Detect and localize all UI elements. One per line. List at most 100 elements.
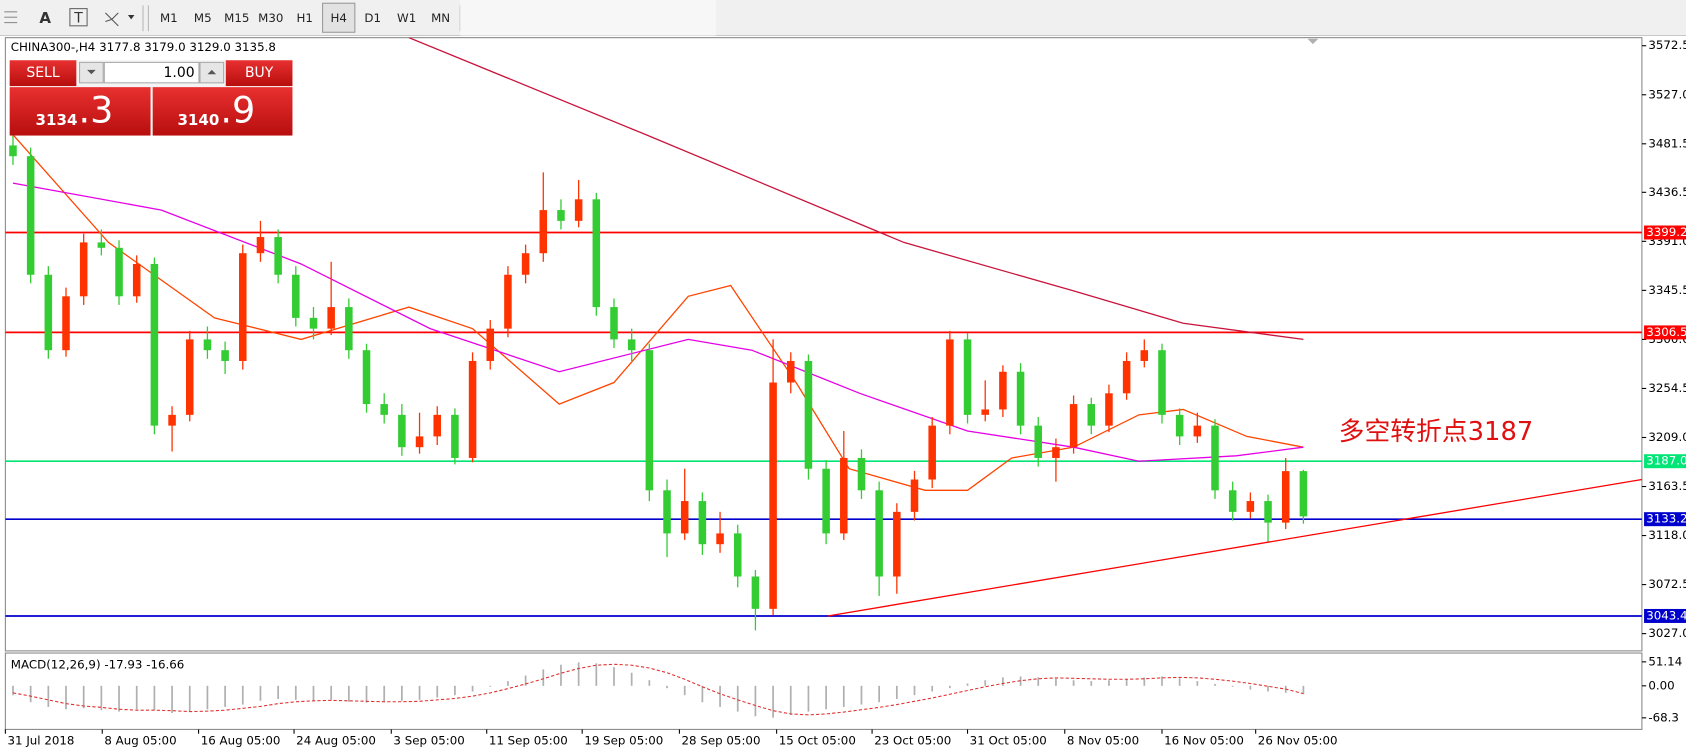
chart-area	[4, 37, 1643, 652]
timeframe-button[interactable]: W1	[397, 11, 416, 25]
candle-body	[981, 409, 989, 415]
trendline	[827, 478, 1642, 617]
candle-body	[203, 339, 212, 351]
macd-bar	[47, 685, 50, 707]
macd-bar	[524, 675, 527, 686]
macd-bar	[1072, 680, 1075, 686]
timeframe-button[interactable]: MN	[431, 11, 450, 25]
macd-bar	[224, 685, 226, 707]
y-tick-label: 3572.5	[1648, 38, 1686, 52]
macd-tick-label: 51.14	[1648, 654, 1682, 668]
ask-box[interactable]	[152, 87, 293, 136]
candle-body	[504, 274, 512, 329]
candle-body	[185, 339, 194, 415]
candle-body	[115, 247, 123, 297]
y-tick-label: 3345.5	[1648, 283, 1686, 297]
macd-bar	[489, 685, 492, 687]
macd-bar	[1249, 685, 1252, 690]
macd-bar	[1267, 685, 1269, 692]
label-tool[interactable]: T	[73, 10, 83, 26]
candle-body	[822, 468, 830, 534]
candle-body	[345, 307, 353, 351]
candle-body	[1281, 471, 1290, 523]
candle-body	[468, 360, 477, 458]
macd-bar	[595, 663, 598, 686]
y-tick-label: 3254.5	[1648, 381, 1686, 395]
macd-bar	[1055, 678, 1057, 686]
candle-body	[946, 339, 954, 426]
macd-bar	[436, 685, 439, 698]
candle-body	[1158, 350, 1166, 415]
macd-bar	[648, 680, 651, 686]
candle-body	[1264, 501, 1272, 523]
macd-bar	[330, 685, 333, 700]
x-tick-label: 28 Sep 05:00	[682, 734, 761, 748]
buy-button[interactable]	[225, 60, 293, 87]
macd-bar	[878, 685, 881, 703]
ask-big: .9	[220, 88, 255, 131]
candle-body	[309, 317, 318, 329]
macd-bar	[966, 683, 969, 686]
candle-body	[857, 457, 866, 491]
level-tag	[1644, 225, 1686, 240]
timeframe-button[interactable]: H4	[330, 11, 346, 25]
candle-body	[963, 339, 972, 415]
candle-body	[698, 501, 707, 545]
macd-bar	[825, 685, 827, 710]
macd-bar	[418, 685, 421, 700]
macd-bar	[1125, 678, 1128, 686]
level-label: 3399.2	[1646, 225, 1686, 239]
macd-bar	[577, 662, 580, 686]
macd-bar	[312, 685, 315, 702]
macd-bar	[241, 685, 244, 705]
candle-body	[663, 490, 671, 534]
shapes-tool[interactable]	[104, 12, 135, 27]
candle-body	[1246, 501, 1255, 512]
candle-body	[733, 533, 742, 577]
macd-bar	[153, 685, 156, 711]
macd-bar	[1090, 681, 1093, 686]
timeframe-button[interactable]: M15	[224, 11, 249, 25]
candle-body	[1228, 490, 1237, 512]
timeframe-button[interactable]: M30	[258, 11, 283, 25]
macd-bar	[401, 685, 403, 701]
lot-input[interactable]	[103, 61, 200, 84]
sell-button[interactable]	[9, 60, 77, 87]
y-tick-label: 3072.5	[1648, 577, 1686, 591]
x-tick-label: 8 Aug 05:00	[104, 734, 176, 748]
macd-tick-label: 0.00	[1648, 678, 1674, 692]
timeframe-button[interactable]: M1	[160, 11, 178, 25]
macd-bar	[560, 664, 562, 686]
timeframe-button[interactable]: H1	[297, 11, 313, 25]
candle-body	[44, 274, 53, 351]
macd-bar	[1302, 685, 1305, 695]
bid-small: 3134	[36, 111, 78, 129]
timeframe-button[interactable]: D1	[364, 11, 381, 25]
candle-body	[769, 382, 777, 609]
x-tick-label: 16 Aug 05:00	[201, 734, 281, 748]
candle-body	[610, 307, 618, 340]
x-tick-label: 15 Oct 05:00	[779, 734, 856, 748]
annotation: 多空转折点3187	[1339, 417, 1534, 447]
x-tick-label: 19 Sep 05:00	[584, 734, 663, 748]
text-tool[interactable]: A	[39, 9, 51, 27]
bid-box[interactable]	[9, 87, 151, 136]
level-tag	[1644, 325, 1686, 340]
macd-bar	[1002, 677, 1004, 686]
macd-bar	[65, 685, 67, 710]
macd-bar	[542, 669, 545, 686]
candle-body	[292, 274, 300, 318]
candle-body	[910, 479, 919, 512]
macd-bar	[630, 672, 633, 686]
level-tag	[1644, 454, 1686, 469]
macd-bar	[613, 667, 615, 686]
macd-bar	[913, 685, 916, 696]
active-timeframe	[322, 2, 356, 33]
candle-body	[239, 253, 247, 361]
y-tick-label: 3209.0	[1648, 430, 1686, 444]
y-tick-label: 3163.5	[1648, 479, 1686, 493]
timeframe-button[interactable]: M5	[194, 11, 212, 25]
macd-bar	[454, 685, 456, 696]
macd-bar	[365, 685, 368, 703]
candle-body	[1034, 425, 1043, 458]
